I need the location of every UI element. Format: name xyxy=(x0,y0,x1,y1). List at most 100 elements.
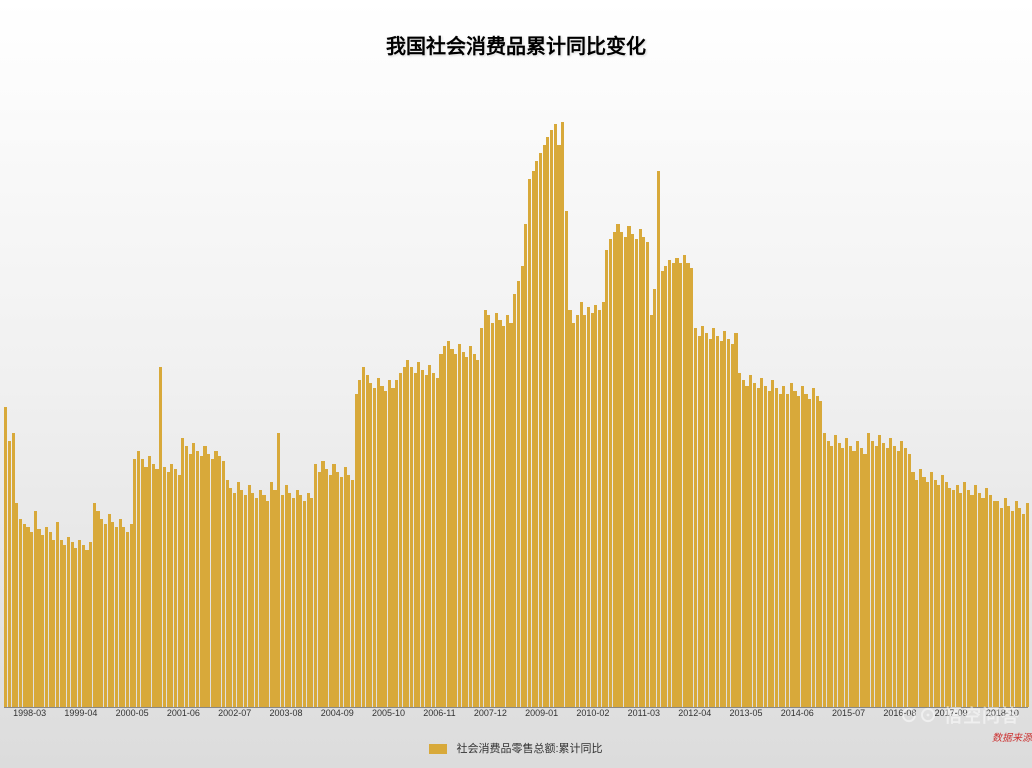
bar xyxy=(200,456,203,707)
bar xyxy=(82,545,85,707)
bar xyxy=(19,519,22,707)
bar xyxy=(941,475,944,708)
bar xyxy=(67,537,70,707)
bar xyxy=(362,367,365,707)
bar xyxy=(454,354,457,707)
bar xyxy=(410,367,413,707)
x-tick-label: 2013-05 xyxy=(730,708,763,720)
bar xyxy=(720,341,723,707)
bar xyxy=(403,367,406,707)
bar xyxy=(591,313,594,707)
bar xyxy=(443,346,446,707)
bar xyxy=(26,527,29,707)
bar xyxy=(816,396,819,707)
bar xyxy=(882,443,885,707)
bar xyxy=(790,383,793,707)
bar xyxy=(716,336,719,707)
bar xyxy=(248,485,251,707)
bar xyxy=(653,289,656,707)
bar xyxy=(657,171,660,707)
bar xyxy=(71,542,74,707)
bar xyxy=(856,441,859,707)
bar xyxy=(358,380,361,707)
bar xyxy=(207,454,210,707)
bar xyxy=(244,495,247,707)
bar xyxy=(63,545,66,707)
bar xyxy=(613,232,616,707)
bar xyxy=(845,438,848,707)
bar xyxy=(37,529,40,707)
bar xyxy=(823,433,826,707)
bar xyxy=(344,467,347,707)
bar xyxy=(948,488,951,707)
bar xyxy=(830,446,833,707)
bar xyxy=(174,469,177,707)
bar xyxy=(661,271,664,707)
bar xyxy=(366,375,369,707)
bar xyxy=(473,354,476,707)
bar xyxy=(74,548,77,707)
bar xyxy=(683,255,686,707)
bar xyxy=(860,448,863,707)
bar xyxy=(978,493,981,707)
bar xyxy=(580,302,583,707)
bar xyxy=(495,313,498,707)
bar xyxy=(786,394,789,708)
x-tick-label: 2002-07 xyxy=(218,708,251,720)
bar xyxy=(919,469,922,707)
x-tick-label: 2005-10 xyxy=(372,708,405,720)
bar xyxy=(462,352,465,707)
bar xyxy=(428,365,431,707)
bar xyxy=(970,495,973,707)
bar xyxy=(270,482,273,707)
bar xyxy=(465,357,468,707)
bar xyxy=(616,224,619,707)
bar xyxy=(189,454,192,707)
bar xyxy=(89,542,92,707)
bar xyxy=(764,386,767,707)
bar xyxy=(4,407,7,707)
bar xyxy=(380,386,383,707)
bar xyxy=(915,480,918,707)
bar xyxy=(819,401,822,707)
bar xyxy=(329,475,332,708)
bar xyxy=(141,459,144,707)
bar xyxy=(727,339,730,707)
bar xyxy=(672,263,675,707)
bar xyxy=(668,260,671,707)
bar xyxy=(126,532,129,707)
bar xyxy=(318,472,321,707)
bar xyxy=(742,380,745,707)
bar xyxy=(635,239,638,707)
bar xyxy=(288,493,291,707)
bar xyxy=(963,482,966,707)
bar xyxy=(1004,498,1007,707)
bar xyxy=(956,485,959,707)
bar xyxy=(911,472,914,707)
bar xyxy=(1026,503,1029,707)
bar xyxy=(93,503,96,707)
bar xyxy=(78,540,81,707)
bar xyxy=(498,320,501,707)
bar xyxy=(539,153,542,707)
bar xyxy=(745,386,748,707)
bar xyxy=(321,461,324,707)
bar xyxy=(226,480,229,707)
bar xyxy=(487,315,490,707)
bar xyxy=(546,137,549,707)
bar xyxy=(709,339,712,707)
bar xyxy=(96,511,99,707)
bar xyxy=(875,446,878,707)
watermark: ⊙⊙ 悟空问答 xyxy=(900,702,1020,728)
bar xyxy=(152,464,155,707)
bar xyxy=(377,378,380,707)
bar xyxy=(259,490,262,707)
bar xyxy=(871,441,874,707)
bar xyxy=(967,490,970,707)
bar xyxy=(852,451,855,707)
bar xyxy=(598,310,601,707)
bar xyxy=(85,550,88,707)
bar xyxy=(218,456,221,707)
x-tick-label: 2015-07 xyxy=(832,708,865,720)
bar xyxy=(450,349,453,707)
